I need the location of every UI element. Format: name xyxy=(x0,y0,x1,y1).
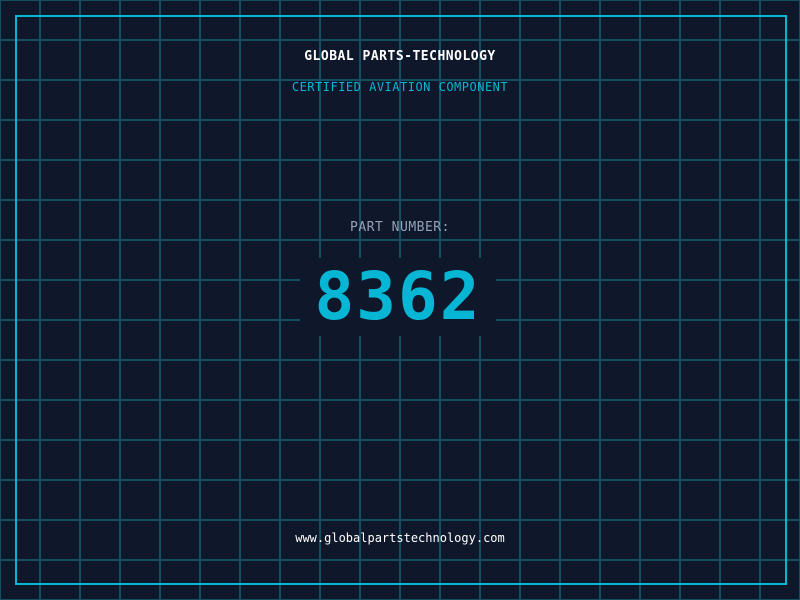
part-number-label: PART NUMBER: xyxy=(350,220,450,235)
part-number-value: 8362 xyxy=(314,258,482,335)
company-name: GLOBAL PARTS-TECHNOLOGY xyxy=(304,49,496,64)
subtitle: CERTIFIED AVIATION COMPONENT xyxy=(291,80,509,94)
website-url: www.globalpartstechnology.com xyxy=(295,531,505,545)
border-frame xyxy=(15,15,787,585)
part-number-box: 8362 xyxy=(300,258,496,336)
